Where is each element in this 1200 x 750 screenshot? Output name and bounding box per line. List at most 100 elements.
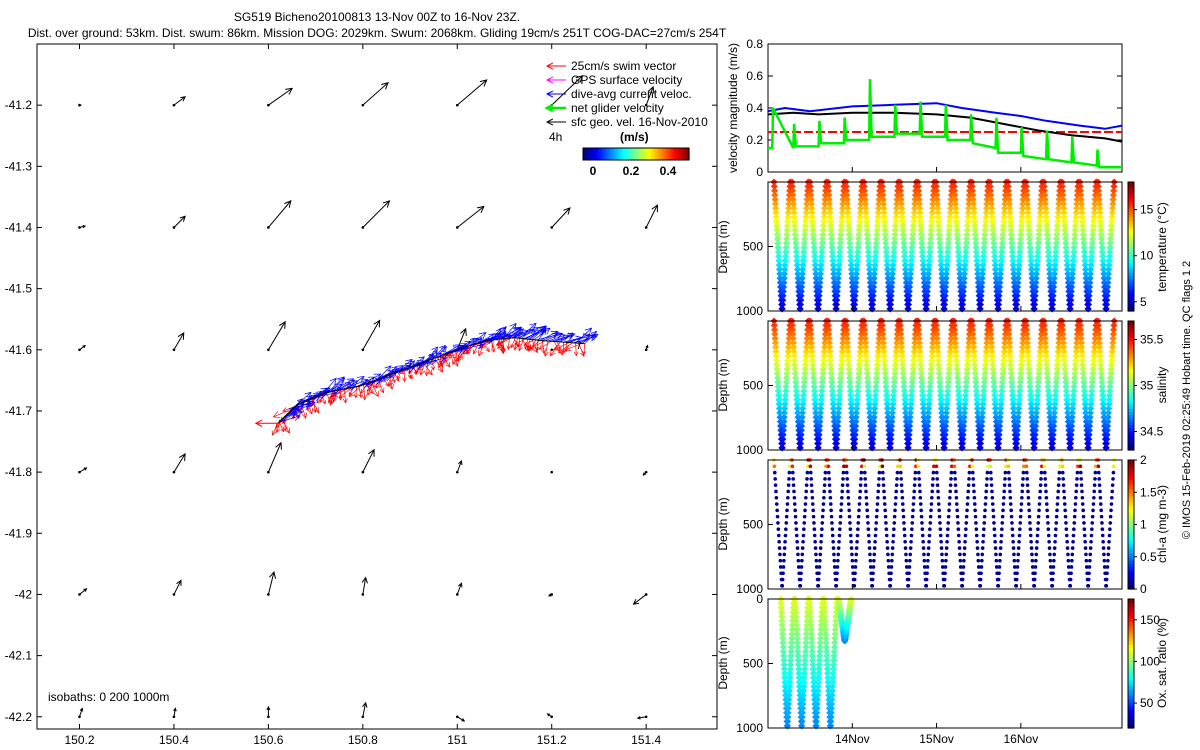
swim-vector <box>538 340 552 350</box>
temperature-point <box>990 239 998 247</box>
chla-point <box>792 495 797 500</box>
dive-avg-current-vector <box>533 327 551 341</box>
chla-cbar-tick-label: 2 <box>1140 453 1147 467</box>
temperature-point <box>802 209 810 217</box>
chla-point <box>809 477 813 481</box>
chla-point <box>1017 540 1021 544</box>
temperature-point <box>837 226 845 234</box>
salinity-point <box>936 387 944 395</box>
salinity-point <box>899 361 907 369</box>
salinity-point <box>861 334 869 343</box>
chla-point <box>968 464 972 469</box>
oxygen-colorbar-swatch <box>1128 657 1134 661</box>
temperature-point <box>1013 287 1021 295</box>
salinity-point <box>932 321 940 329</box>
velocity-series-1 <box>767 102 1123 130</box>
temperature-point <box>973 261 981 269</box>
salinity-point <box>865 400 873 408</box>
map-ytick-label: -42.1 <box>5 649 33 663</box>
temperature-point <box>996 270 1004 278</box>
geo-vector-arrow <box>268 87 294 106</box>
salinity-point <box>990 378 998 386</box>
colorbar-swatch <box>605 148 608 160</box>
temperature-point <box>774 239 782 247</box>
oxygen-point <box>801 656 809 664</box>
salinity-point <box>997 391 1006 399</box>
chla-point <box>970 464 975 469</box>
chla-point <box>820 514 825 519</box>
chla-point <box>872 558 876 563</box>
chla-point <box>992 527 997 532</box>
temperature-point <box>1017 226 1025 234</box>
chla-point <box>938 533 943 538</box>
chla-point <box>1046 533 1051 538</box>
salinity-point <box>836 387 844 395</box>
salinity-point <box>955 400 963 408</box>
temperature-point <box>1005 187 1013 195</box>
salinity-point <box>872 387 880 395</box>
chla-point <box>1087 565 1092 569</box>
chla-point <box>986 464 990 469</box>
chla-point <box>1052 552 1057 557</box>
chla-point <box>1091 502 1096 506</box>
map-ytick-label: -41.3 <box>5 159 33 173</box>
temperature-point <box>947 200 955 208</box>
salinity-point <box>972 374 980 382</box>
legend-icon-0 <box>545 62 566 70</box>
chla-point <box>778 558 783 563</box>
oxygen-point <box>814 691 822 699</box>
swim-vector <box>348 385 362 398</box>
temperature-point <box>925 257 933 265</box>
temperature-point <box>958 300 967 308</box>
temperature-colorbar-swatch <box>1128 256 1134 260</box>
chla-point <box>1064 527 1069 532</box>
chla-point <box>847 514 852 519</box>
salinity-point <box>792 374 800 382</box>
chla-point <box>960 584 965 588</box>
temperature-point <box>972 244 980 252</box>
salinity-point <box>994 439 1003 447</box>
chla-point <box>849 540 853 544</box>
chla-point <box>902 533 907 538</box>
salinity-point <box>788 321 796 329</box>
chla-point <box>1101 546 1106 550</box>
chla-colorbar-swatch <box>1128 466 1134 471</box>
oxygen-point <box>816 647 824 656</box>
chla-point <box>842 464 846 469</box>
salinity-point <box>954 378 962 386</box>
salinity-point <box>832 439 841 447</box>
temperature-point <box>972 239 980 247</box>
temperature-point <box>941 287 949 295</box>
temperature-point <box>1007 226 1015 234</box>
oxygen-point <box>788 621 796 629</box>
salinity-point <box>940 439 949 447</box>
temperature-point <box>797 296 805 304</box>
salinity-point <box>783 361 791 369</box>
chla-point <box>845 483 850 487</box>
salinity-point <box>889 400 897 408</box>
salinity-point <box>908 387 916 395</box>
chla-point <box>972 495 977 500</box>
oxygen-point <box>817 621 825 629</box>
temperature-point <box>879 195 887 204</box>
dive-avg-current-vector <box>337 382 351 391</box>
salinity-point <box>971 369 979 378</box>
chla-point <box>1076 464 1080 469</box>
salinity-point <box>1005 330 1013 338</box>
temperature-point <box>919 265 928 273</box>
chla-point <box>775 514 780 519</box>
chla-point <box>922 558 927 563</box>
salinity-point <box>853 391 862 399</box>
salinity-point <box>901 391 909 399</box>
chla-point <box>827 477 831 481</box>
salinity-point <box>995 426 1003 434</box>
temperature-point <box>925 265 933 273</box>
dive-avg-current-vector <box>377 365 392 380</box>
oxygen-cbar-tick-label: 100 <box>1140 654 1160 668</box>
oxygen-colorbar-swatch <box>1128 698 1134 703</box>
chla-point <box>850 558 855 563</box>
salinity-point <box>934 356 943 364</box>
salinity-point <box>897 339 905 347</box>
salinity-point <box>927 369 935 378</box>
oxygen-point <box>792 621 801 629</box>
